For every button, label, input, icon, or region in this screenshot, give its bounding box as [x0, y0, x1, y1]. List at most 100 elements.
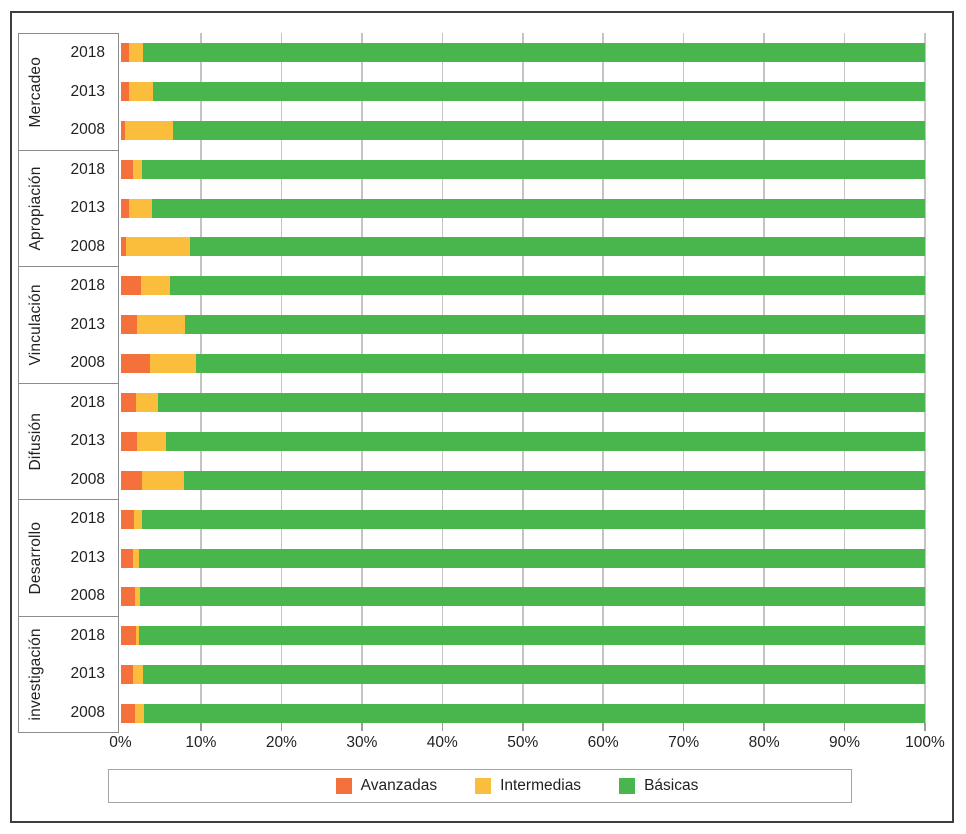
group-label: Difusión — [27, 412, 44, 471]
gridline-100pct — [924, 33, 926, 723]
group-box-investigación: investigación 2018 2013 2008 — [19, 617, 118, 733]
bar-row-Vinculación-2018 — [120, 276, 925, 296]
bar-segment-Intermedias — [141, 276, 171, 296]
x-tick-100% — [924, 723, 926, 731]
bar-segment-Avanzadas — [120, 431, 138, 451]
bar-row-Difusión-2018 — [120, 392, 925, 412]
bar-row-Apropiación-2018 — [120, 159, 925, 179]
bar-segment-Avanzadas — [120, 548, 134, 568]
gridline-50pct — [522, 33, 524, 723]
year-label: 2013 — [70, 199, 105, 217]
year-label: 2018 — [70, 277, 105, 295]
bar-row-Desarrollo-2013 — [120, 548, 925, 568]
x-tick-label: 10% — [185, 734, 217, 751]
legend: Avanzadas Intermedias Básicas — [108, 769, 852, 803]
legend-label: Avanzadas — [360, 777, 438, 794]
group-box-Apropiación: Apropiación 2018 2013 2008 — [19, 151, 118, 267]
bar-segment-Básicas — [172, 120, 925, 140]
year-label: 2008 — [70, 703, 105, 721]
year-label: 2008 — [70, 354, 105, 372]
gridline-30pct — [361, 33, 363, 723]
year-label: 2008 — [70, 237, 105, 255]
legend-item-Intermedias: Intermedias — [475, 777, 581, 795]
bar-segment-Intermedias — [133, 548, 139, 568]
group-label: Mercadeo — [27, 56, 44, 128]
bar-row-Mercadeo-2008 — [120, 120, 925, 140]
bar-segment-Intermedias — [135, 626, 139, 646]
bar-row-investigación-2008 — [120, 704, 925, 724]
group-label: Desarrollo — [27, 521, 44, 595]
bar-segment-Básicas — [166, 431, 925, 451]
bar-segment-Básicas — [138, 626, 925, 646]
bar-segment-Avanzadas — [120, 81, 129, 101]
x-tick-label: 80% — [748, 734, 780, 751]
bar-row-Vinculación-2013 — [120, 315, 925, 335]
bar-segment-Avanzadas — [120, 626, 136, 646]
x-tick-label: 60% — [587, 734, 619, 751]
bar-segment-Básicas — [153, 81, 925, 101]
year-rows: 2018 2013 2008 — [49, 500, 118, 616]
bar-segment-Intermedias — [128, 81, 154, 101]
group-label: Apropiación — [27, 166, 44, 251]
bar-segment-Básicas — [196, 354, 925, 374]
legend-item-Básicas: Básicas — [619, 777, 698, 795]
year-label: 2018 — [70, 510, 105, 528]
chart-frame-border — [10, 11, 954, 823]
legend-swatch-Básicas — [619, 778, 636, 794]
gridline-40pct — [441, 33, 444, 723]
x-tick-label: 20% — [265, 734, 297, 751]
bar-segment-Básicas — [184, 315, 925, 335]
bar-segment-Avanzadas — [120, 276, 142, 296]
year-label: 2008 — [70, 470, 105, 488]
legend-swatch-Intermedias — [475, 778, 492, 794]
bar-segment-Avanzadas — [120, 470, 143, 490]
bar-segment-Básicas — [190, 237, 925, 257]
bar-row-Desarrollo-2018 — [120, 509, 925, 529]
gridline-60pct — [602, 33, 604, 723]
plot-area — [120, 33, 926, 724]
bar-segment-Básicas — [157, 392, 925, 412]
year-label: 2013 — [70, 315, 105, 333]
bar-segment-Intermedias — [134, 587, 140, 607]
x-tick-10% — [200, 723, 202, 731]
bar-segment-Básicas — [143, 704, 925, 724]
gridline-20pct — [280, 33, 283, 723]
bar-row-Apropiación-2008 — [120, 237, 925, 257]
bar-segment-Básicas — [170, 276, 925, 296]
x-tick-label: 90% — [829, 734, 861, 751]
bar-segment-Intermedias — [150, 354, 197, 374]
year-rows: 2018 2013 2008 — [49, 384, 118, 500]
bar-segment-Básicas — [139, 587, 925, 607]
x-axis: 0% 10% 20% 30% 40% 50% 60% 70% 80% 90% 100% — [109, 723, 945, 763]
bar-row-Vinculación-2008 — [120, 354, 925, 374]
bar-segment-Intermedias — [128, 42, 143, 62]
year-label: 2013 — [70, 432, 105, 450]
bar-row-Desarrollo-2008 — [120, 587, 925, 607]
group-box-Desarrollo: Desarrollo 2018 2013 2008 — [19, 500, 118, 617]
x-tick-label: 30% — [346, 734, 378, 751]
bar-row-investigación-2018 — [120, 626, 925, 646]
legend-swatch-Avanzadas — [335, 778, 352, 794]
bar-segment-Intermedias — [128, 198, 152, 218]
x-tick-80% — [763, 723, 765, 731]
legend-label: Intermedias — [500, 777, 582, 794]
group-box-Mercadeo: Mercadeo 2018 2013 2008 — [19, 34, 118, 151]
year-label: 2018 — [70, 393, 105, 411]
bar-segment-Básicas — [143, 665, 925, 685]
group-box-Difusión: Difusión 2018 2013 2008 — [19, 384, 118, 500]
bar-segment-Básicas — [142, 509, 925, 529]
bar-row-Mercadeo-2013 — [120, 81, 925, 101]
x-tick-label: 100% — [905, 734, 945, 751]
bar-segment-Básicas — [142, 159, 925, 179]
x-tick-label: 70% — [668, 734, 700, 751]
year-rows: 2018 2013 2008 — [49, 267, 118, 383]
bar-segment-Intermedias — [126, 237, 191, 257]
bar-segment-Intermedias — [137, 431, 167, 451]
bar-segment-Avanzadas — [120, 237, 127, 257]
bar-row-Mercadeo-2018 — [120, 42, 925, 62]
bar-segment-Avanzadas — [120, 509, 135, 529]
bar-segment-Intermedias — [134, 704, 144, 724]
bar-segment-Intermedias — [137, 315, 185, 335]
bar-row-Difusión-2013 — [120, 431, 925, 451]
bar-segment-Avanzadas — [120, 315, 138, 335]
